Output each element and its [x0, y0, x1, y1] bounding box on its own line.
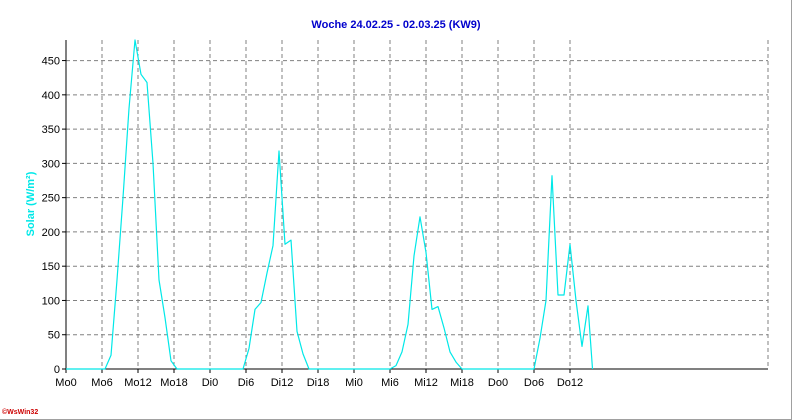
series-lines [66, 39, 594, 370]
y-tick-labels: 0 50 100 150 200 250 300 350 400 450 [42, 56, 60, 376]
x-tick-label: Do12 [557, 377, 583, 389]
grid-lines [66, 40, 768, 369]
x-tick-label: Do0 [488, 377, 508, 389]
x-tick-label: Di6 [238, 377, 255, 389]
watermark-label: ©WsWin32 [2, 408, 38, 416]
x-tick-label: Mo12 [124, 377, 152, 389]
x-tick-label: Do6 [524, 377, 544, 389]
y-tick-label: 200 [42, 227, 60, 239]
x-tick-label: Mo6 [91, 377, 112, 389]
y-tick-label: 350 [42, 124, 60, 136]
y-tick-label: 400 [42, 90, 60, 102]
x-tick-label: Mo18 [160, 377, 188, 389]
x-tick-label: Di0 [202, 377, 219, 389]
y-tick-label: 50 [48, 330, 60, 342]
x-tick-label: Mi18 [450, 377, 474, 389]
chart-title: Woche 24.02.25 - 02.03.25 (KW9) [311, 19, 480, 31]
y-tick-label: 450 [42, 56, 60, 68]
y-tick-label: 0 [54, 364, 60, 376]
x-tick-label: Di18 [307, 377, 330, 389]
axes [62, 40, 769, 373]
x-tick-label: Mi0 [345, 377, 363, 389]
x-tick-label: Di12 [271, 377, 294, 389]
x-tick-label: Mi12 [414, 377, 438, 389]
y-tick-label: 150 [42, 261, 60, 273]
x-tick-label: Mo0 [55, 377, 76, 389]
y-tick-label: 100 [42, 295, 60, 307]
y-axis-label: Solar (W/m²) [25, 171, 37, 236]
y-tick-label: 250 [42, 193, 60, 205]
x-tick-labels: Mo0 Mo6 Mo12 Mo18 Di0 Di6 Di12 Di18 Mi0 Mi6 Mi12 Mi… [55, 377, 583, 389]
y-tick-label: 300 [42, 158, 60, 170]
solar-series-line [66, 39, 594, 370]
x-tick-label: Mi6 [381, 377, 399, 389]
